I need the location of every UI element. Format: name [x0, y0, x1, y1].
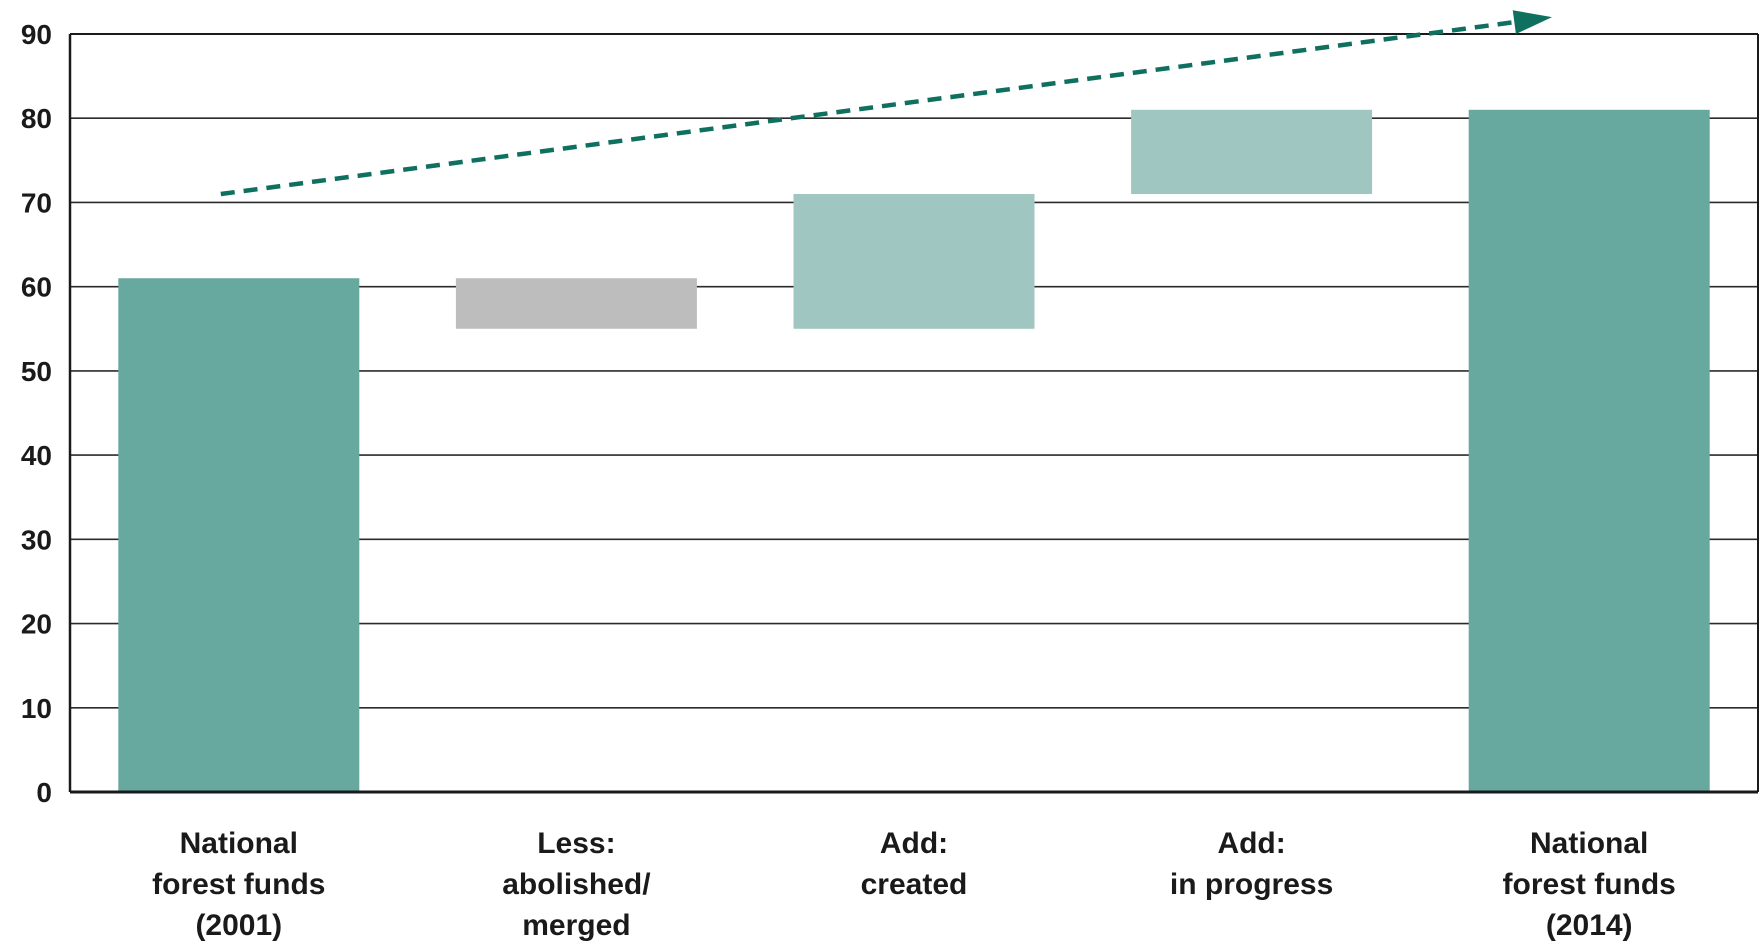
- category-label-line: merged: [522, 909, 630, 942]
- category-label-line: Add:: [880, 827, 948, 860]
- y-tick-label: 10: [21, 693, 52, 724]
- category-label-line: (2014): [1546, 909, 1633, 942]
- category-label-line: created: [861, 868, 968, 901]
- bar-increase: [1131, 109, 1373, 195]
- category-label-line: abolished/: [502, 868, 651, 901]
- category-label-line: forest funds: [152, 868, 325, 901]
- y-tick-label: 40: [21, 440, 52, 471]
- axes: [68, 33, 1759, 794]
- category-label-line: in progress: [1170, 868, 1333, 901]
- bar-decrease: [455, 278, 697, 329]
- y-tick-label: 50: [21, 356, 52, 387]
- y-tick-label: 90: [21, 19, 52, 50]
- y-tick-label: 70: [21, 187, 52, 218]
- category-label-line: National: [1530, 827, 1648, 860]
- bars: [118, 109, 1710, 793]
- category-label-line: National: [180, 827, 298, 860]
- bar-increase: [793, 194, 1035, 329]
- trend-arrow: [220, 10, 1552, 197]
- trend-arrow-line: [220, 19, 1515, 197]
- trend-arrow-head: [1512, 10, 1552, 35]
- category-label-line: Add:: [1217, 827, 1285, 860]
- category-label: National forest funds (2001): [152, 827, 325, 942]
- category-label-line: (2001): [195, 909, 282, 942]
- y-tick-label: 30: [21, 524, 52, 555]
- category-label-line: Less:: [537, 827, 615, 860]
- category-labels: National forest funds (2001) Less: abolished…: [152, 827, 1676, 942]
- category-label: Add: created: [861, 827, 968, 901]
- category-label: Add: in progress: [1170, 827, 1333, 901]
- bar-total: [1468, 109, 1710, 793]
- bar-total: [118, 278, 360, 792]
- y-tick-label: 0: [36, 777, 52, 808]
- category-label: Less: abolished/merged: [502, 827, 651, 942]
- y-tick-labels: 0 10 20 30 40 50 60 70 80 90: [21, 19, 52, 808]
- y-tick-label: 20: [21, 609, 52, 640]
- y-tick-label: 60: [21, 272, 52, 303]
- y-tick-label: 80: [21, 103, 52, 134]
- category-label-line: forest funds: [1503, 868, 1676, 901]
- category-label: National forest funds (2014): [1503, 827, 1676, 942]
